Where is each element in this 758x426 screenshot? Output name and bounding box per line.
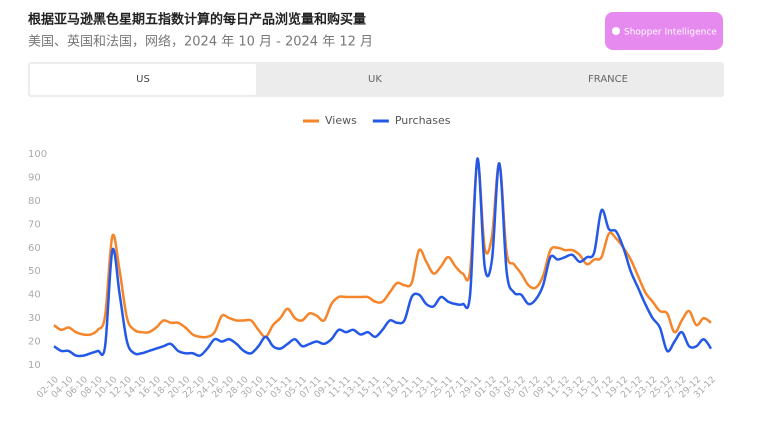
logo-bg bbox=[605, 12, 723, 50]
subtitle: 美国、英国和法国，网络，2024 年 10 月 - 2024 年 12 月 bbox=[28, 34, 373, 50]
tab[interactable]: UK bbox=[368, 74, 382, 85]
logo-icon bbox=[612, 27, 620, 35]
y-tick-label: 70 bbox=[28, 219, 41, 230]
y-tick-label: 100 bbox=[28, 149, 47, 160]
legend-label: Views bbox=[325, 114, 357, 127]
legend-label: Purchases bbox=[395, 114, 451, 127]
tab[interactable]: FRANCE bbox=[588, 74, 628, 85]
tab[interactable]: US bbox=[136, 74, 150, 85]
series-line bbox=[53, 157, 713, 358]
y-tick-label: 60 bbox=[28, 243, 41, 254]
series-line bbox=[53, 159, 712, 339]
y-tick-label: 20 bbox=[28, 337, 41, 348]
y-tick-label: 10 bbox=[28, 360, 41, 371]
logo: Shopper Intelligence bbox=[624, 28, 717, 38]
title: 根据亚马逊黑色星期五指数计算的每日产品浏览量和购买量 bbox=[28, 12, 366, 28]
y-tick-label: 50 bbox=[28, 266, 41, 277]
y-tick-label: 80 bbox=[28, 196, 41, 207]
y-tick-label: 40 bbox=[28, 290, 41, 301]
tab-active[interactable] bbox=[30, 64, 256, 95]
y-tick-label: 30 bbox=[28, 313, 41, 324]
y-tick-label: 90 bbox=[28, 172, 41, 183]
